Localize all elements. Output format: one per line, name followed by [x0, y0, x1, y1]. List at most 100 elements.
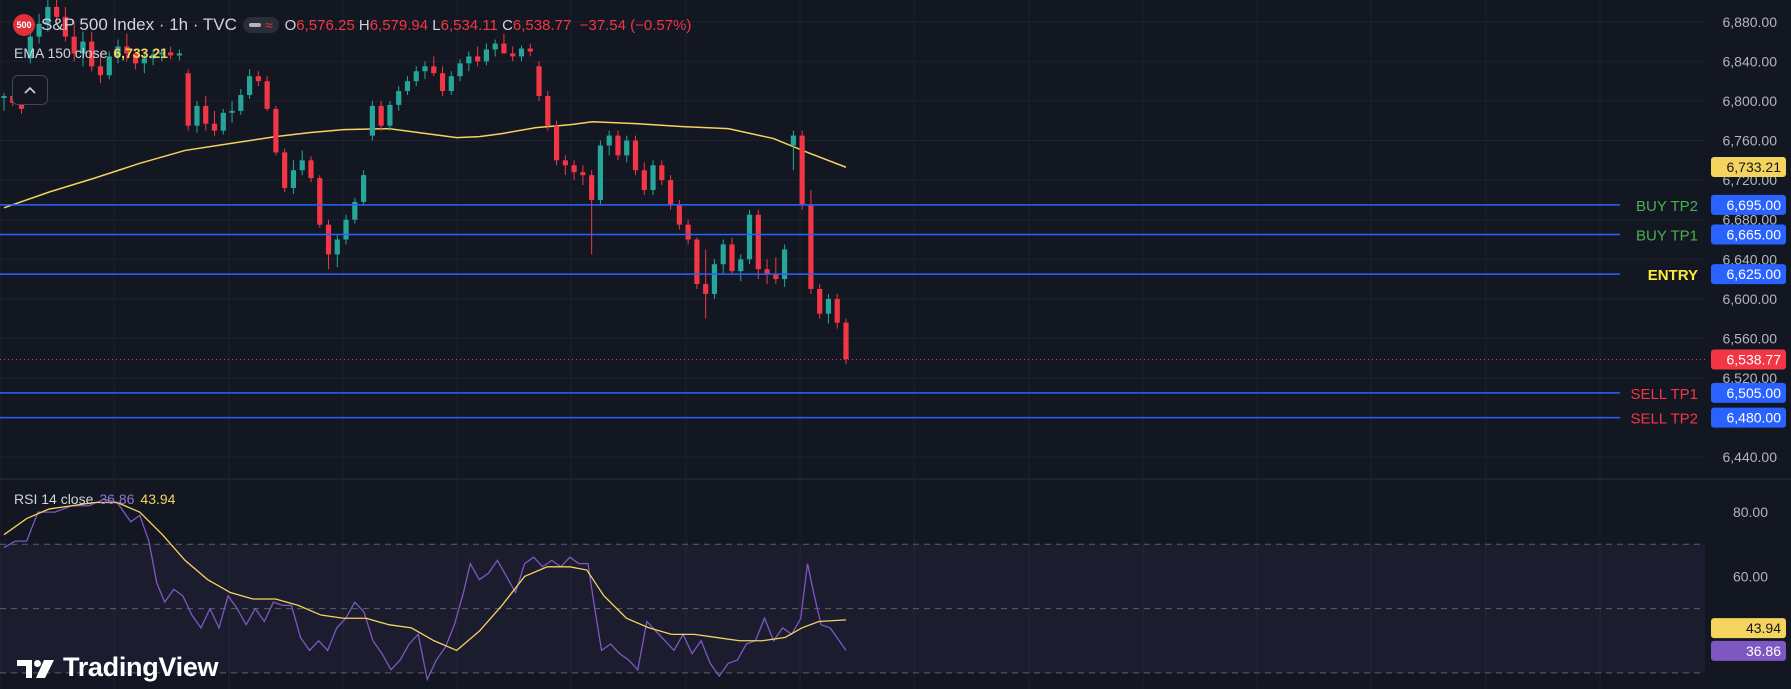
- candle-body: [317, 178, 323, 225]
- candle-body: [36, 23, 42, 37]
- candle-body: [483, 49, 489, 62]
- candle-body: [817, 288, 823, 314]
- candle-body: [729, 244, 735, 272]
- candle-body: [334, 239, 340, 255]
- candle-body: [825, 298, 832, 314]
- candle-body: [492, 43, 498, 50]
- candle-body: [553, 125, 560, 161]
- ema-price-tag: 6,733.21: [1727, 159, 1782, 175]
- candle-body: [746, 214, 753, 260]
- rsi-ma-line: [3, 501, 847, 652]
- rsi-line: [3, 498, 847, 682]
- candle-body: [168, 52, 174, 56]
- candle-body: [457, 63, 463, 77]
- candle-body: [597, 145, 604, 200]
- rsi-ma-tag: 43.94: [1746, 620, 1781, 636]
- candle-body: [431, 66, 437, 74]
- ema-legend[interactable]: EMA 150 close 6,733.21: [14, 45, 168, 61]
- price-tick-label: 6,840.00: [1723, 53, 1778, 69]
- rsi-legend-ma-value: 43.94: [140, 491, 176, 507]
- price-tick-label: 6,880.00: [1723, 14, 1778, 30]
- candle-body: [694, 239, 700, 285]
- candle-body: [632, 140, 639, 171]
- rsi-legend[interactable]: RSI 14 close 36.86 43.94: [14, 491, 175, 507]
- level-price-tag-bg: [1711, 407, 1786, 428]
- close-label: C: [502, 16, 513, 34]
- last-price-tag: 6,538.77: [1727, 351, 1782, 367]
- wave-icon: ≈: [264, 17, 273, 33]
- candle-body: [185, 73, 191, 126]
- ema-price-tag-bg: [1711, 157, 1786, 178]
- candle-body: [439, 73, 446, 92]
- candle-body: [413, 71, 419, 82]
- visibility-toggle[interactable]: ≈: [242, 17, 279, 33]
- candle-body: [308, 160, 314, 179]
- candle-body: [703, 284, 709, 294]
- candle-body: [255, 76, 261, 82]
- candle-body: [773, 274, 779, 280]
- rsi-tick-label: 80.00: [1733, 504, 1768, 520]
- candle-body: [475, 56, 481, 62]
- ema-150-line: [3, 120, 847, 209]
- collapse-legend-button[interactable]: [12, 75, 48, 105]
- candle-body: [396, 91, 402, 105]
- candle-body: [536, 66, 542, 96]
- price-tick-label: 6,560.00: [1723, 330, 1778, 346]
- ema-legend-name: EMA 150 close: [14, 45, 108, 61]
- candle-body: [738, 259, 744, 272]
- candle-body: [466, 56, 472, 64]
- candle-body: [843, 322, 849, 360]
- level-price-tag: 6,665.00: [1727, 227, 1782, 243]
- eye-icon: [248, 23, 261, 27]
- chevron-up-icon: [24, 86, 36, 94]
- rsi-legend-value: 36.86: [99, 491, 135, 507]
- open-label: O: [284, 16, 297, 34]
- candle-body: [80, 41, 86, 54]
- candle-body: [720, 244, 726, 265]
- price-tick-label: 6,640.00: [1723, 251, 1778, 267]
- candle-body: [606, 135, 612, 146]
- candle-body: [352, 201, 358, 220]
- symbol-title[interactable]: S&P 500 Index · 1h · TVC: [41, 15, 237, 34]
- level-label: SELL TP2: [1630, 411, 1698, 428]
- candle-body: [545, 95, 551, 126]
- candle-body: [790, 135, 796, 146]
- last-price-tag-bg: [1711, 349, 1786, 370]
- candle-body: [624, 140, 630, 156]
- brand-name: TradingView: [63, 652, 219, 682]
- high-value: 6,579.94: [369, 16, 429, 34]
- candle-body: [518, 48, 525, 57]
- low-label: L: [432, 16, 441, 34]
- symbol-logo: 500: [13, 14, 35, 36]
- tradingview-logo[interactable]: TradingView: [17, 652, 219, 683]
- price-tick-label: 6,440.00: [1723, 449, 1778, 465]
- candle-body: [510, 53, 516, 57]
- ema-line: [0, 120, 1705, 360]
- candle-body: [1, 95, 7, 98]
- ohlc-values: O 6,576.25 H 6,579.94 L 6,534.11 C 6,538.77 …: [285, 17, 692, 34]
- price-axis[interactable]: 6,880.006,840.006,800.006,760.006,720.00…: [1705, 0, 1791, 689]
- candle-body: [299, 160, 305, 171]
- price-tick-label: 6,800.00: [1723, 93, 1778, 109]
- change-value: −37.54 (−0.57%): [579, 16, 692, 34]
- candle-body: [89, 41, 95, 67]
- candle-body: [62, 16, 68, 37]
- tradingview-logo-icon: [17, 659, 54, 678]
- candle-body: [764, 269, 770, 275]
- candle-body: [589, 175, 595, 200]
- candle-body: [422, 66, 428, 72]
- rsi-value-tag: 36.86: [1746, 643, 1781, 659]
- level-label: BUY TP2: [1636, 198, 1698, 215]
- level-price-tag-bg: [1711, 264, 1786, 285]
- price-tick-label: 6,600.00: [1723, 291, 1778, 307]
- rsi-lines: [3, 498, 847, 682]
- candle-body: [27, 36, 33, 59]
- candle-body: [273, 108, 279, 153]
- candle-body: [246, 76, 253, 96]
- candle-body: [378, 105, 384, 126]
- price-tick-label: 6,760.00: [1723, 133, 1778, 149]
- candle-body: [141, 58, 147, 64]
- candle-body: [615, 135, 621, 156]
